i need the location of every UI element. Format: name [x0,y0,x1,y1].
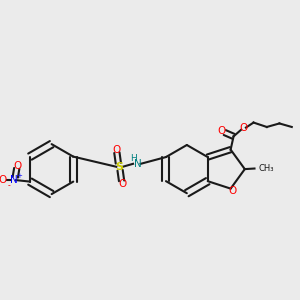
Text: N: N [10,175,18,185]
Text: O: O [112,145,120,155]
Text: +: + [16,173,22,179]
Text: -: - [7,181,10,190]
Text: N: N [134,159,142,169]
Text: O: O [218,125,226,136]
Text: S: S [115,162,123,172]
Text: H: H [130,154,137,163]
Text: O: O [229,186,237,196]
Text: O: O [240,123,248,134]
Text: O: O [0,175,7,185]
Text: CH₃: CH₃ [258,164,274,173]
Text: O: O [13,161,22,171]
Text: O: O [118,179,126,189]
